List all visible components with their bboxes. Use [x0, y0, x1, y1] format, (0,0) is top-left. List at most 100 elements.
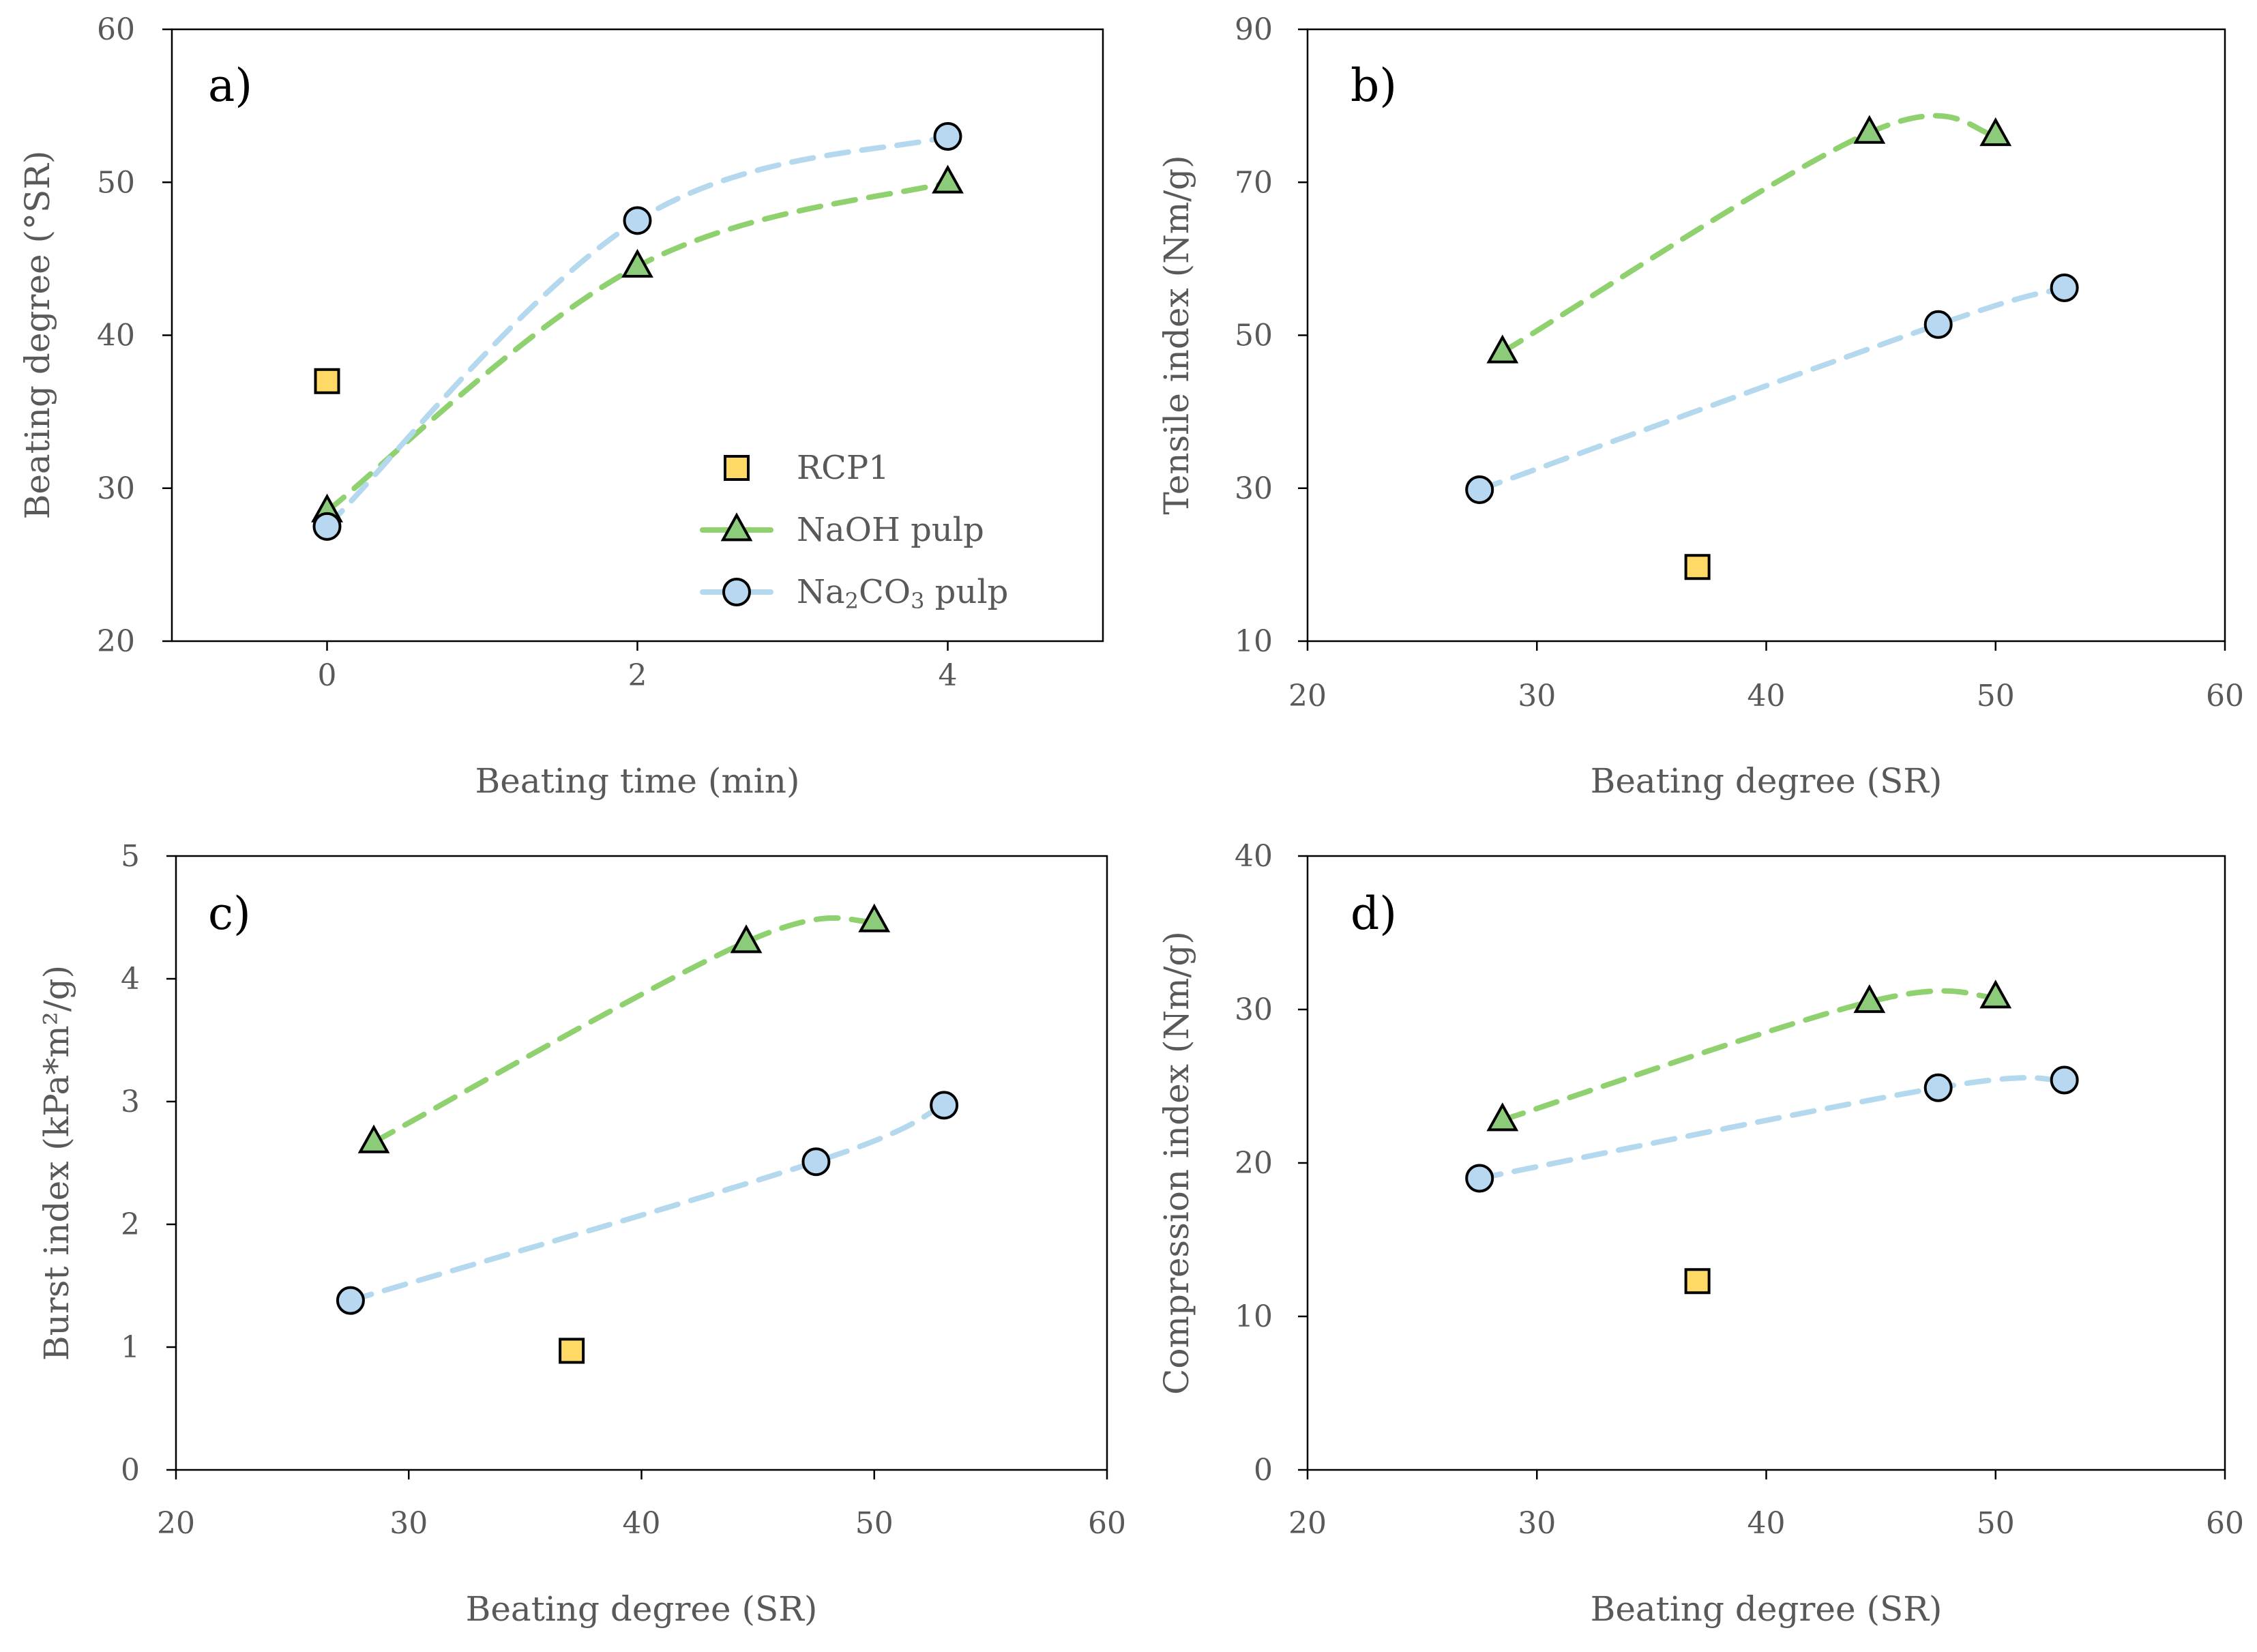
data-point-na2co3-pulp	[623, 206, 652, 235]
y-tick-label: 4	[121, 962, 140, 997]
y-tick-label: 90	[1235, 12, 1273, 47]
x-tick-label: 50	[1977, 1506, 2015, 1541]
y-tick-label: 70	[1235, 165, 1273, 200]
data-point-rcp1	[314, 368, 340, 394]
data-point-naoh-pulp	[1853, 984, 1886, 1014]
x-tick-label: 20	[1288, 679, 1327, 713]
data-point-rcp1	[1684, 554, 1711, 580]
panel-label: c)	[208, 887, 251, 940]
y-tick-label: 0	[1254, 1453, 1273, 1488]
x-axis-title: Beating degree (SR)	[466, 1589, 818, 1629]
data-point-naoh-pulp	[932, 164, 964, 194]
panel-label: b)	[1351, 59, 1397, 112]
y-tick-label: 30	[1235, 471, 1273, 506]
legend-marker	[722, 578, 751, 606]
x-tick-label: 0	[318, 658, 337, 693]
x-tick-label: 50	[1977, 679, 2015, 713]
y-axis-title: Tensile index (Nm/g)	[1157, 155, 1196, 514]
legend-label: Na2CO3 pulp	[797, 573, 1008, 614]
y-tick-label: 50	[97, 165, 135, 200]
y-axis-title: Beating degree (°SR)	[18, 151, 57, 520]
legend: RCP1 NaOH pulp Na2CO3 pulp	[700, 449, 1008, 614]
x-tick-label: 30	[389, 1506, 428, 1541]
legend-label: NaOH pulp	[797, 511, 984, 549]
panel-d: 0 10 20 30 40 20 30 40 50 60 Beating degree (SR) Co…	[1157, 839, 2244, 1629]
data-point-naoh-pulp	[357, 1124, 390, 1153]
data-point-na2co3-pulp	[1923, 1073, 1953, 1102]
y-tick-label: 10	[1235, 624, 1273, 659]
data-point-naoh-pulp	[621, 248, 653, 278]
data-point-rcp1	[559, 1338, 585, 1364]
y-tick-label: 60	[97, 12, 135, 47]
x-tick-label: 30	[1518, 679, 1556, 713]
plot-frame	[1306, 28, 2226, 643]
data-point-naoh-pulp	[1979, 979, 2012, 1009]
data-point-rcp1	[1684, 1268, 1711, 1295]
y-tick-label: 0	[121, 1453, 140, 1488]
y-axis-title: Compression index (Nm/g)	[1157, 931, 1196, 1395]
data-point-na2co3-pulp	[2050, 1065, 2079, 1095]
data-point-na2co3-pulp	[801, 1147, 831, 1177]
y-tick-label: 30	[1235, 992, 1273, 1027]
data-point-na2co3-pulp	[1465, 1164, 1494, 1193]
data-point-na2co3-pulp	[930, 1091, 959, 1120]
y-tick-label: 5	[121, 839, 140, 874]
panel-b: 10 30 50 70 90 20 30 40 50 60 Beating degree (SR) T…	[1157, 12, 2244, 801]
panel-label: a)	[208, 59, 252, 112]
data-point-na2co3-pulp	[312, 512, 342, 541]
data-point-na2co3-pulp	[2050, 273, 2079, 302]
data-point-naoh-pulp	[858, 903, 891, 932]
x-axis-title: Beating degree (SR)	[1591, 1589, 1943, 1629]
legend-marker	[720, 512, 753, 542]
legend-item-naoh-pulp: NaOH pulp	[700, 511, 984, 549]
legend-marker	[724, 455, 750, 481]
series-line-naoh-pulp	[1499, 988, 1998, 1123]
y-tick-label: 20	[97, 624, 135, 659]
data-point-na2co3-pulp	[1465, 475, 1494, 504]
y-tick-label: 30	[97, 471, 135, 506]
data-point-na2co3-pulp	[1923, 310, 1953, 339]
y-tick-label: 10	[1235, 1299, 1273, 1334]
x-tick-label: 4	[939, 658, 958, 693]
panel-label: d)	[1351, 887, 1397, 940]
y-tick-label: 40	[1235, 839, 1273, 874]
x-tick-label: 2	[628, 658, 647, 693]
data-point-na2co3-pulp	[336, 1286, 365, 1315]
x-axis-title: Beating degree (SR)	[1591, 761, 1943, 801]
y-tick-label: 2	[121, 1207, 140, 1242]
legend-label: RCP1	[797, 449, 889, 487]
legend-item-na2co3-pulp: Na2CO3 pulp	[700, 573, 1008, 614]
plot-frame	[1306, 855, 2226, 1471]
series-line-naoh-pulp	[1499, 113, 1998, 355]
y-axis-title: Burst index (kPa*m²/g)	[37, 965, 76, 1361]
plot-frame	[171, 28, 1104, 643]
x-tick-label: 60	[2206, 679, 2244, 713]
plot-frame	[175, 855, 1108, 1471]
data-point-naoh-pulp	[1486, 1102, 1519, 1132]
x-tick-label: 60	[2206, 1506, 2244, 1541]
x-tick-label: 40	[1747, 679, 1786, 713]
y-tick-label: 50	[1235, 319, 1273, 353]
x-tick-label: 40	[623, 1506, 661, 1541]
series-line-naoh-pulp	[371, 915, 877, 1145]
data-point-na2co3-pulp	[933, 121, 962, 151]
y-tick-label: 1	[121, 1330, 140, 1365]
x-tick-label: 30	[1518, 1506, 1556, 1541]
y-tick-label: 20	[1235, 1146, 1273, 1181]
x-axis-title: Beating time (min)	[475, 761, 800, 801]
x-tick-label: 60	[1088, 1506, 1126, 1541]
x-tick-label: 40	[1747, 1506, 1786, 1541]
data-point-naoh-pulp	[730, 924, 763, 954]
data-point-naoh-pulp	[1853, 115, 1886, 144]
series-line-na2co3-pulp	[1477, 284, 2067, 492]
y-tick-label: 3	[121, 1085, 140, 1119]
data-point-naoh-pulp	[1486, 334, 1519, 364]
x-tick-label: 20	[157, 1506, 195, 1541]
data-point-naoh-pulp	[1979, 117, 2012, 147]
legend-item-rcp1: RCP1	[724, 449, 889, 487]
panel-c: 0 1 2 3 4 5 20 30 40 50 60 Beating degree (SR) Burst…	[37, 839, 1126, 1629]
x-tick-label: 50	[855, 1506, 894, 1541]
y-tick-label: 40	[97, 319, 135, 353]
x-tick-label: 20	[1288, 1506, 1327, 1541]
